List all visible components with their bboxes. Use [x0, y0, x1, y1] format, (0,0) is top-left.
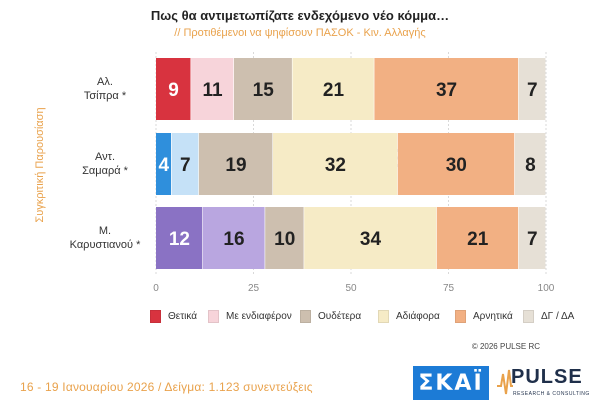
x-tick-label: 50	[345, 283, 357, 294]
bar-segment	[202, 207, 265, 269]
survey-note: 16 - 19 Ιανουαρίου 2026 / Δείγμα: 1.123 …	[20, 380, 313, 394]
legend-label: Αρνητικά	[473, 311, 513, 322]
data-label: 7	[527, 80, 538, 101]
pulse-logo: PULSE RESEARCH & CONSULTING	[497, 364, 597, 404]
data-label: 19	[225, 155, 246, 176]
bar-segment	[156, 58, 191, 120]
bar-segment	[436, 207, 519, 269]
bar-segment	[191, 58, 234, 120]
x-tick-label: 100	[538, 283, 555, 294]
data-label: 8	[525, 155, 536, 176]
bar-segment	[234, 58, 292, 120]
data-label: 11	[203, 80, 224, 101]
bar-segment	[292, 58, 374, 120]
bar-segment	[374, 58, 519, 120]
data-label: 34	[360, 229, 382, 250]
bar-segment	[198, 133, 273, 195]
data-label: 37	[436, 80, 457, 101]
row-label-line2: Καρυστιανού *	[69, 239, 141, 251]
copyright: © 2026 PULSE RC	[471, 342, 540, 351]
legend-swatch	[150, 310, 161, 323]
row-label-karystianou: Μ. Καρυστιανού *	[62, 224, 148, 252]
bar-segment	[304, 207, 437, 269]
pulse-logo-text: PULSE	[511, 366, 583, 388]
bar-segment	[171, 133, 199, 195]
legend-item: Με ενδιαφέρον	[208, 310, 292, 323]
x-tick-label: 25	[248, 283, 260, 294]
skai-logo: ΣΚΑΪ	[413, 366, 489, 400]
row-label-tsipras: Αλ. Τσίπρα *	[62, 75, 148, 103]
data-label: 4	[159, 155, 170, 176]
legend: Θετικά Με ενδιαφέρον Ουδέτερα Αδιάφορα Αρνητ…	[0, 310, 600, 326]
legend-swatch	[455, 310, 466, 323]
data-label: 30	[446, 155, 467, 176]
legend-swatch	[300, 310, 311, 323]
bar-segment	[156, 133, 171, 195]
legend-swatch	[523, 310, 534, 323]
data-label: 16	[223, 229, 244, 250]
legend-swatch	[378, 310, 389, 323]
x-tick-label: 0	[153, 283, 159, 294]
row-label-line2: Τσίπρα *	[83, 90, 127, 102]
row-label-line1: Μ.	[98, 225, 112, 237]
bar-segment	[156, 207, 203, 269]
legend-label: Αδιάφορα	[396, 311, 440, 322]
bar-segment	[273, 133, 398, 195]
data-label: 21	[323, 80, 345, 101]
legend-item: Αρνητικά	[455, 310, 513, 323]
legend-item: ΔΓ / ΔΑ	[523, 310, 574, 323]
data-label: 15	[253, 80, 275, 101]
data-label: 12	[169, 229, 190, 250]
data-label: 9	[168, 80, 179, 101]
chart-subtitle: // Προτιθέμενοι να ψηφίσουν ΠΑΣΟΚ - Κιν.…	[174, 27, 426, 39]
data-label: 10	[274, 229, 295, 250]
x-tick-label: 75	[443, 283, 455, 294]
bar-segment	[397, 133, 515, 195]
legend-item: Ουδέτερα	[300, 310, 361, 323]
bar-segment	[265, 207, 304, 269]
data-label: 21	[467, 229, 489, 250]
skai-logo-text: ΣΚΑΪ	[418, 370, 484, 396]
row-label-line1: Αλ.	[97, 76, 113, 88]
legend-item: Αδιάφορα	[378, 310, 440, 323]
legend-label: ΔΓ / ΔΑ	[541, 311, 575, 322]
legend-label: Ουδέτερα	[318, 311, 362, 322]
legend-item: Θετικά	[150, 310, 197, 323]
pulse-wave-icon	[497, 369, 513, 395]
data-label: 7	[180, 155, 191, 176]
row-label-line2: Σαμαρά *	[82, 165, 128, 177]
legend-label: Με ενδιαφέρον	[226, 311, 292, 322]
bar-segment	[518, 207, 546, 269]
row-label-samaras: Αντ. Σαμαρά *	[62, 150, 148, 178]
bar-segment	[518, 58, 546, 120]
row-label-line1: Αντ.	[94, 151, 116, 163]
data-label: 7	[527, 229, 538, 250]
chart-title: Πως θα αντιμετωπίζατε ενδεχόμενο νέο κόμ…	[150, 8, 450, 23]
legend-label: Θετικά	[168, 311, 198, 322]
bar-segment	[514, 133, 546, 195]
legend-swatch	[208, 310, 219, 323]
data-label: 32	[325, 155, 346, 176]
pulse-logo-subtext: RESEARCH & CONSULTING	[513, 391, 590, 397]
